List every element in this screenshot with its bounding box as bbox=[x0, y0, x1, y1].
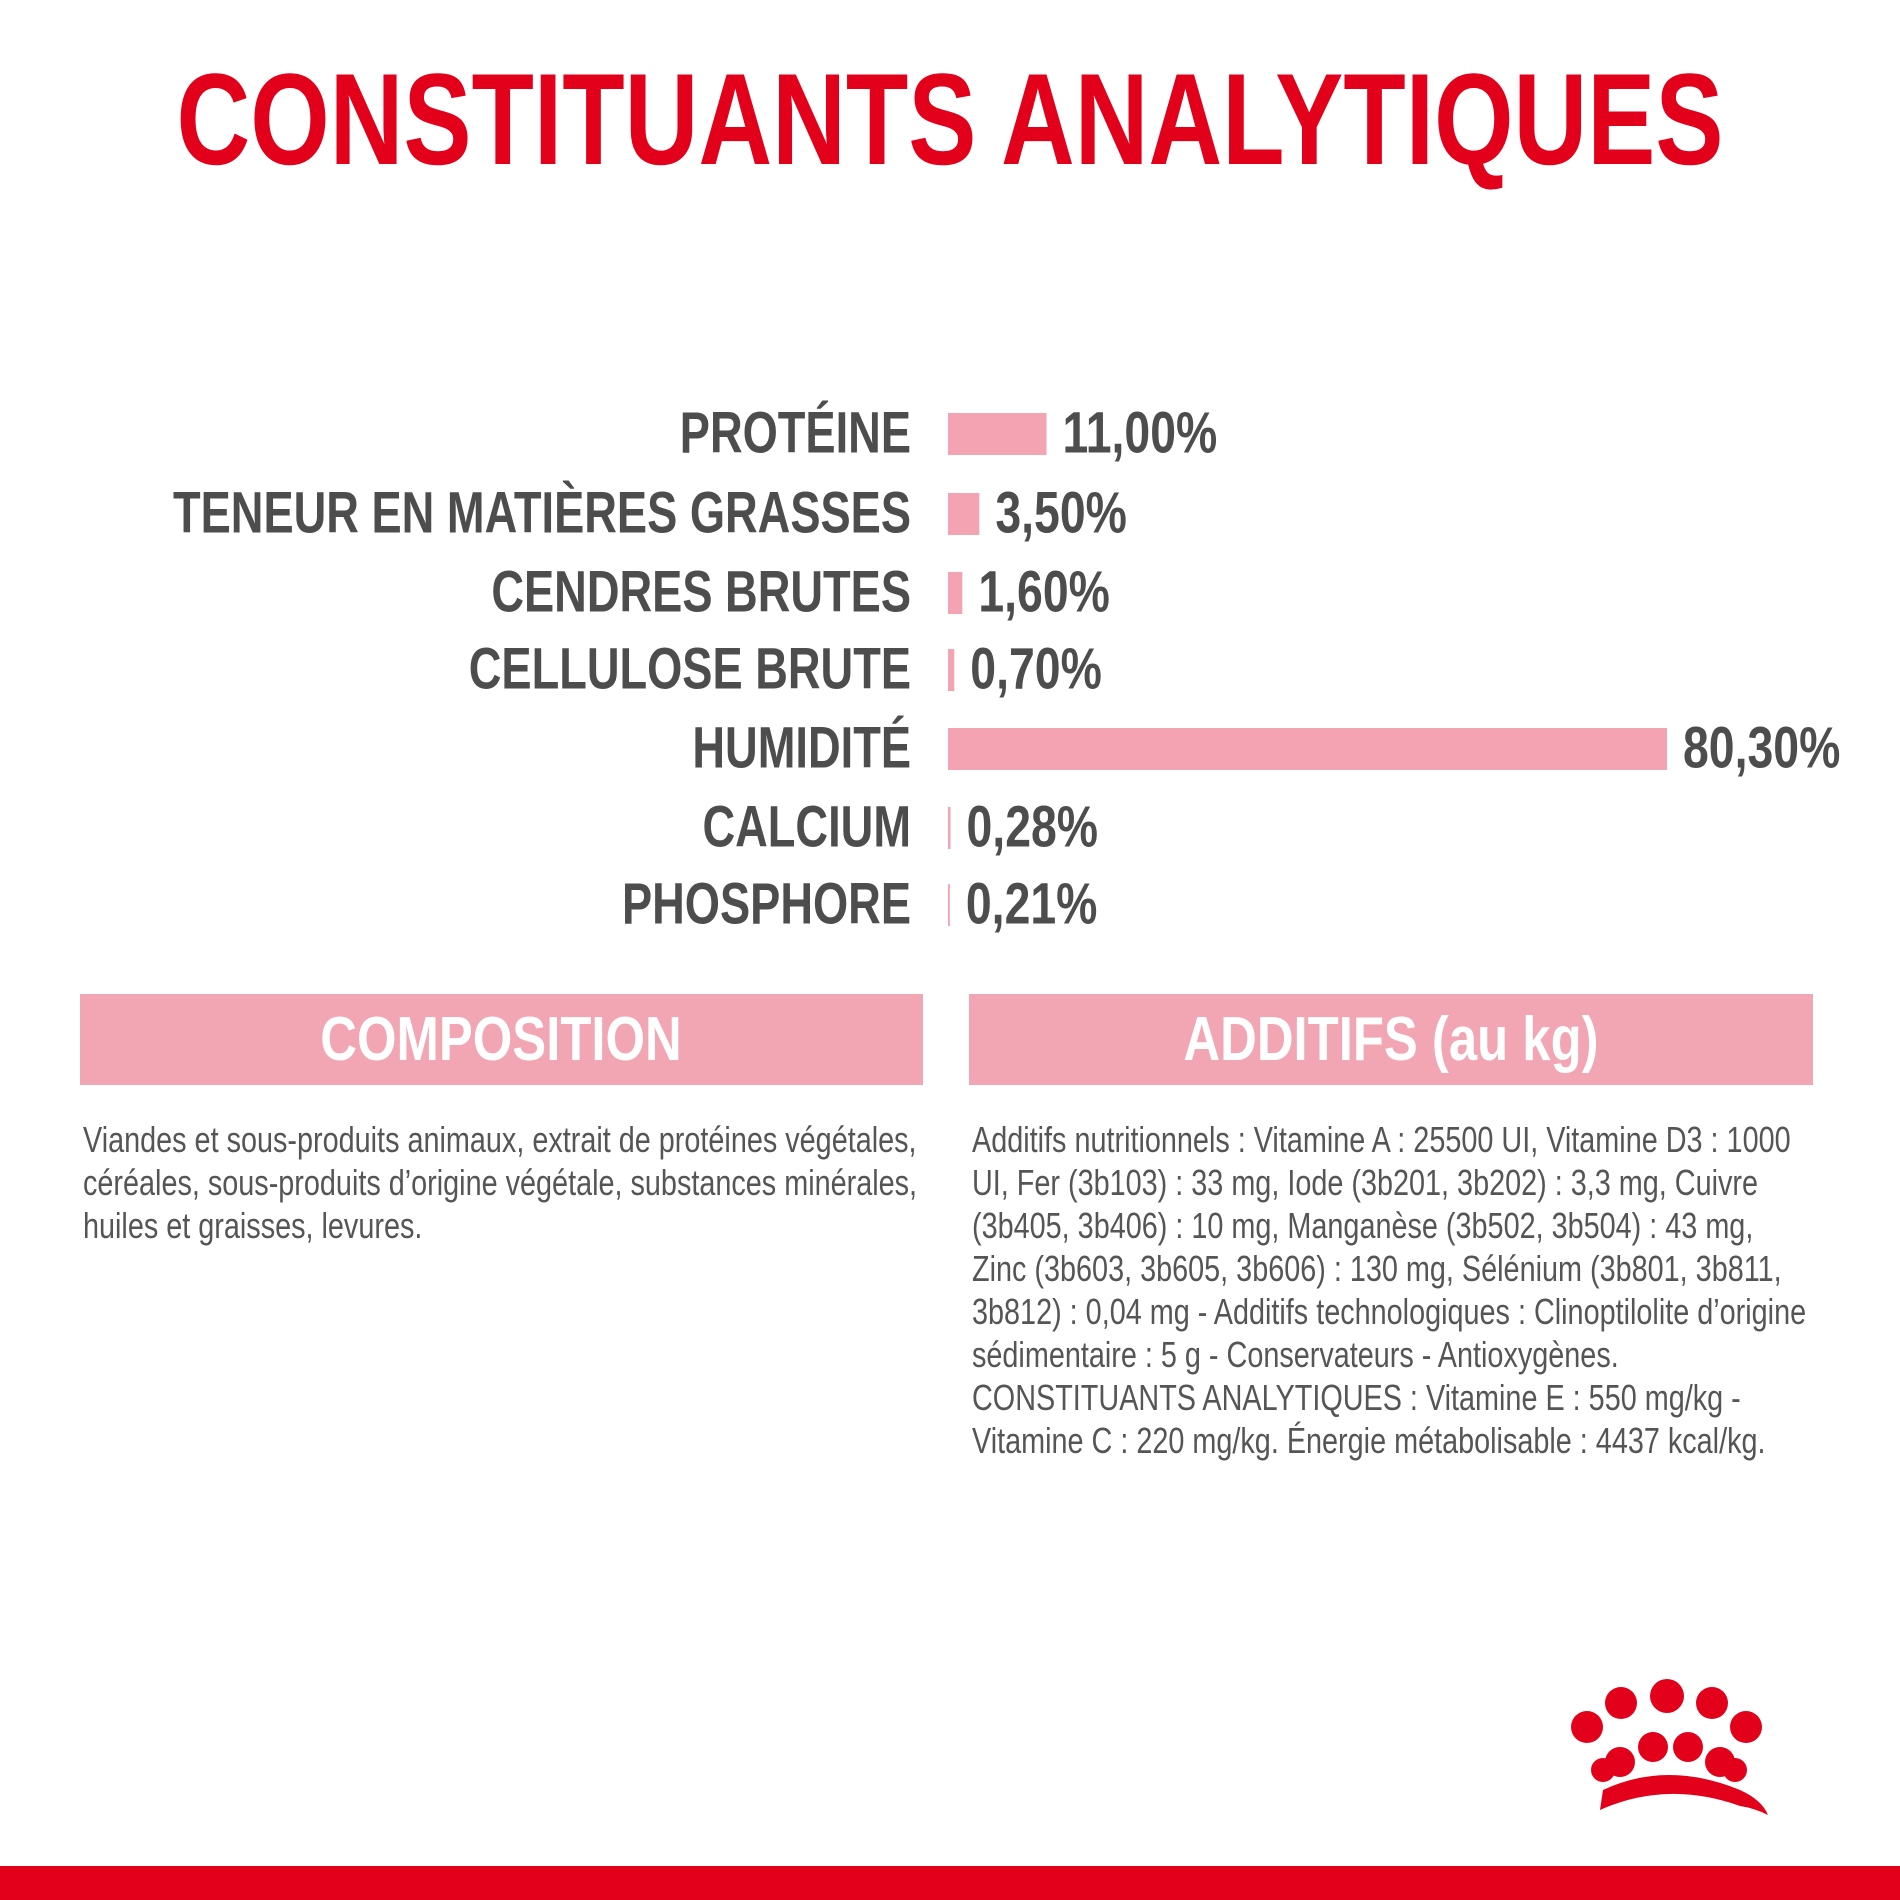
category-label: HUMIDITÉ bbox=[692, 716, 911, 781]
value-label: 11,00% bbox=[1062, 400, 1217, 465]
bar bbox=[948, 572, 963, 614]
value-label: 1,60% bbox=[978, 559, 1110, 624]
bar bbox=[948, 728, 1667, 770]
category-label: CELLULOSE BRUTE bbox=[469, 637, 911, 702]
bar bbox=[948, 807, 951, 849]
category-label: TENEUR EN MATIÈRES GRASSES bbox=[173, 481, 911, 546]
category-label: PHOSPHORE bbox=[622, 872, 911, 937]
value-label: 3,50% bbox=[995, 480, 1127, 545]
page-title: CONSTITUANTS ANALYTIQUES bbox=[177, 46, 1724, 192]
value-label: 0,70% bbox=[970, 636, 1102, 701]
additifs-title: ADDITIFS (au kg) bbox=[1183, 1005, 1598, 1074]
logo bbox=[1571, 1679, 1768, 1815]
bar bbox=[948, 884, 950, 926]
value-label: 0,21% bbox=[966, 871, 1098, 936]
category-label: CALCIUM bbox=[702, 795, 911, 860]
value-label: 80,30% bbox=[1683, 715, 1840, 780]
value-label: 0,28% bbox=[967, 794, 1099, 859]
composition-header-box bbox=[80, 994, 923, 1085]
bar bbox=[948, 493, 980, 535]
bar bbox=[948, 413, 1047, 455]
bar-chart: PROTÉINE 11,00% TENEUR EN MATIÈRES GRASSES… bbox=[173, 400, 1840, 936]
category-label: CENDRES BRUTES bbox=[491, 560, 911, 625]
category-label: PROTÉINE bbox=[680, 401, 911, 466]
bar bbox=[948, 649, 955, 691]
additifs-text: Additifs nutritionnels : Vitamine A : 25… bbox=[972, 1119, 1807, 1461]
bottom-band bbox=[0, 1866, 1900, 1900]
additifs-header-box bbox=[969, 994, 1813, 1085]
composition-text: Viandes et sous-produits animaux, extrai… bbox=[83, 1119, 918, 1246]
composition-title: COMPOSITION bbox=[320, 1005, 681, 1074]
